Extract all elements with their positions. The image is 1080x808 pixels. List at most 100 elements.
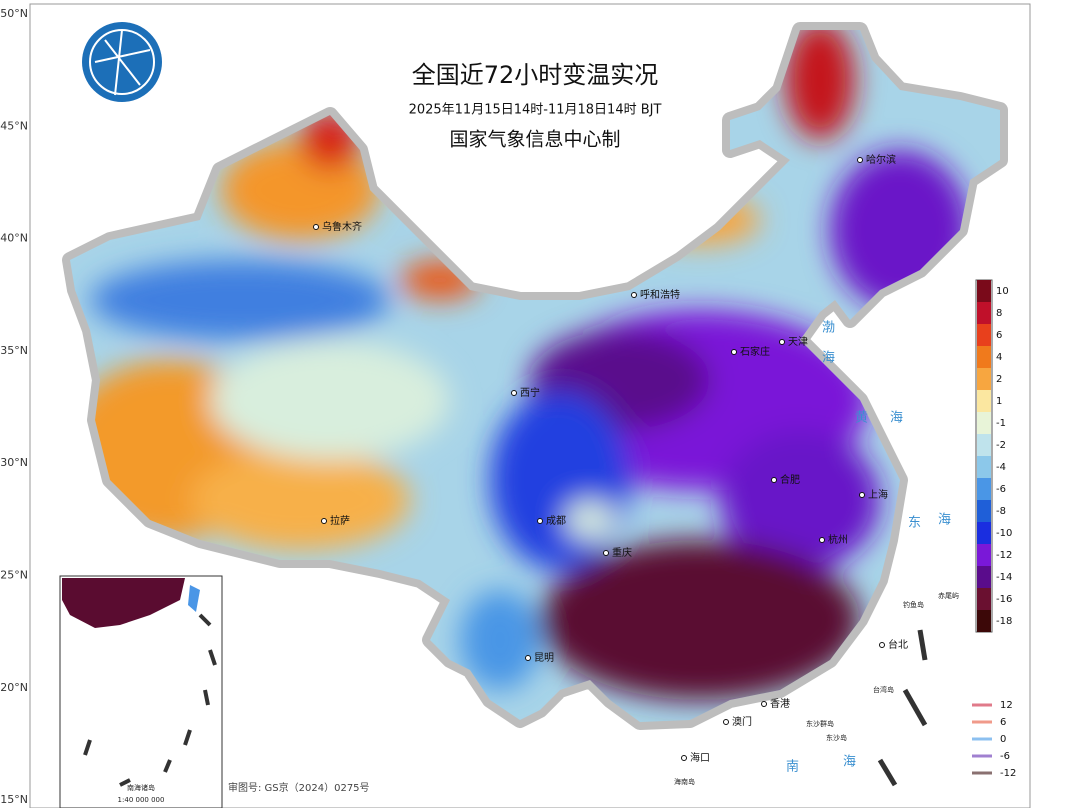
sea-label: 海 (938, 513, 951, 528)
legend-swatch (977, 368, 991, 390)
city-label: 呼和浩特 (640, 289, 680, 301)
contour-legend-label: -6 (1000, 751, 1010, 762)
city-label: 哈尔滨 (866, 153, 896, 166)
sea-label: 南 (786, 759, 799, 775)
sea-label: 渤 (822, 320, 835, 336)
city-marker (771, 477, 777, 483)
city-label: 昆明 (534, 652, 554, 664)
legend-swatch (977, 390, 991, 412)
legend-swatch (977, 566, 991, 588)
city-label: 成都 (546, 515, 566, 527)
legend-label: -12 (996, 550, 1012, 561)
city-label: 香港 (770, 698, 790, 710)
city-label: 海口 (690, 751, 710, 764)
logo (82, 22, 162, 102)
contour-legend-label: 6 (1000, 717, 1006, 728)
approval-number: 审图号: GS京（2024）0275号 (228, 781, 370, 794)
inset-title: 南海诸岛 (127, 783, 155, 792)
city-label: 西宁 (520, 386, 540, 399)
island-label: 钓鱼岛 (903, 600, 924, 609)
legend-swatch (977, 478, 991, 500)
city-marker (681, 755, 687, 761)
city-label: 乌鲁木齐 (322, 220, 362, 233)
legend-swatch (977, 544, 991, 566)
latitude-label: 50°N (0, 7, 28, 20)
city-label: 拉萨 (330, 514, 350, 527)
legend-label: -6 (996, 484, 1006, 495)
city-marker (857, 157, 863, 163)
legend-swatch (977, 324, 991, 346)
city-marker (313, 224, 319, 230)
legend-swatch (977, 302, 991, 324)
island-label: 东沙岛 (826, 733, 847, 742)
city-marker (731, 349, 737, 355)
legend-swatch (977, 412, 991, 434)
sea-label: 海 (890, 411, 903, 426)
contour-legend-label: 12 (1000, 700, 1013, 711)
legend-label: 6 (996, 330, 1002, 341)
contour-legend-label: -12 (1000, 768, 1016, 779)
island-label: 东沙群岛 (806, 719, 834, 728)
city-label: 澳门 (732, 715, 752, 728)
city-label: 天津 (788, 336, 808, 348)
city-label: 合肥 (780, 473, 800, 486)
island-label: 赤尾屿 (938, 591, 959, 600)
latitude-label: 40°N (0, 232, 28, 245)
inset-map (62, 578, 217, 787)
sea-label: 海 (822, 351, 835, 366)
city-marker (859, 492, 865, 498)
city-label: 杭州 (828, 533, 848, 546)
map-frame (29, 3, 1031, 808)
city-marker (761, 701, 767, 707)
contour-legend-label: 0 (1000, 734, 1006, 745)
city-label: 重庆 (612, 546, 632, 559)
city-marker (631, 292, 637, 298)
legend-label: -8 (996, 506, 1006, 517)
city-label: 上海 (868, 488, 888, 501)
latitude-label: 25°N (0, 569, 28, 582)
city-marker (511, 390, 517, 396)
legend-label: -1 (996, 418, 1006, 429)
legend-label: -4 (996, 462, 1006, 473)
city-marker (779, 339, 785, 345)
island-label: 海南岛 (674, 777, 695, 786)
latitude-label: 30°N (0, 456, 28, 469)
legend-swatch (977, 434, 991, 456)
legend-label: 10 (996, 286, 1009, 297)
latitude-label: 15°N (0, 793, 28, 806)
legend-swatch (977, 588, 991, 610)
credit: 国家气象信息中心制 (449, 129, 620, 151)
legend-label: -16 (996, 594, 1012, 605)
boundary-dash (877, 758, 898, 787)
legend-label: 2 (996, 374, 1002, 385)
boundary-dash (902, 688, 928, 727)
legend-swatch (977, 610, 991, 632)
city-marker (321, 518, 327, 524)
city-marker (879, 642, 885, 648)
city-label: 台北 (888, 638, 908, 651)
legend-label: 1 (996, 396, 1002, 407)
legend-label: -2 (996, 440, 1006, 451)
legend-label: -14 (996, 572, 1012, 583)
inset-scale: 1:40 000 000 (118, 796, 165, 804)
legend-label: -18 (996, 616, 1012, 627)
sea-label: 黄 (855, 411, 868, 426)
title: 全国近72小时变温实况 (412, 61, 659, 89)
subtitle: 2025年11月15日14时-11月18日14时 BJT (409, 103, 662, 118)
latitude-label: 20°N (0, 681, 28, 694)
legend-swatch (977, 500, 991, 522)
legend-swatch (977, 522, 991, 544)
legend-swatch (977, 456, 991, 478)
city-label: 石家庄 (740, 345, 770, 358)
legend-label: 8 (996, 308, 1002, 319)
island-label: 台湾岛 (873, 685, 894, 694)
boundary-dash (917, 629, 928, 661)
city-marker (525, 655, 531, 661)
city-marker (819, 537, 825, 543)
city-marker (723, 719, 729, 725)
latitude-label: 35°N (0, 344, 28, 357)
sea-label: 海 (843, 755, 856, 770)
legend-swatch (977, 346, 991, 368)
sea-label: 东 (908, 516, 921, 531)
legend-label: -10 (996, 528, 1012, 539)
